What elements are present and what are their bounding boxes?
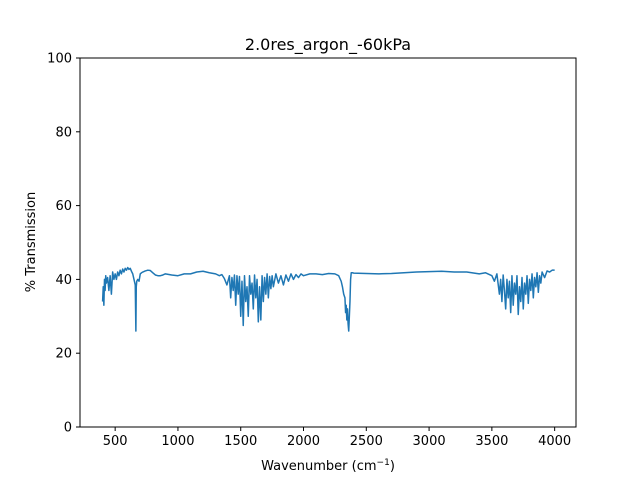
series-line-0 <box>101 266 555 332</box>
y-tick-label: 20 <box>55 347 72 362</box>
x-tick-label: 500 <box>103 434 128 449</box>
x-tick-label: 2000 <box>287 434 320 449</box>
x-axis-label: Wavenumber (cm−1) <box>261 458 395 474</box>
x-tick-label: 1500 <box>224 434 257 449</box>
x-axis-label-end: ) <box>390 459 395 474</box>
x-axis-label-text: Wavenumber (cm <box>261 459 376 474</box>
x-tick-label: 3500 <box>475 434 508 449</box>
x-tick-label: 3000 <box>413 434 446 449</box>
plot-area <box>101 266 555 332</box>
x-tick-label: 2500 <box>350 434 383 449</box>
plot-frame <box>79 57 577 428</box>
y-tick-label: 0 <box>64 421 72 436</box>
y-tick-label: 40 <box>55 273 72 288</box>
x-axis-label-superscript: −1 <box>377 458 390 468</box>
x-tick-label: 1000 <box>161 434 194 449</box>
y-axis-ticks: 0 20 40 60 80 100 <box>47 52 80 436</box>
x-axis-ticks: 500 1000 1500 2000 2500 3000 3500 4000 <box>103 427 571 449</box>
y-tick-label: 60 <box>55 199 72 214</box>
y-tick-label: 80 <box>55 125 72 140</box>
x-tick-label: 4000 <box>538 434 571 449</box>
y-axis-label: % Transmission <box>24 192 39 292</box>
y-tick-label: 100 <box>47 52 72 67</box>
chart-title: 2.0res_argon_-60kPa <box>245 35 411 55</box>
